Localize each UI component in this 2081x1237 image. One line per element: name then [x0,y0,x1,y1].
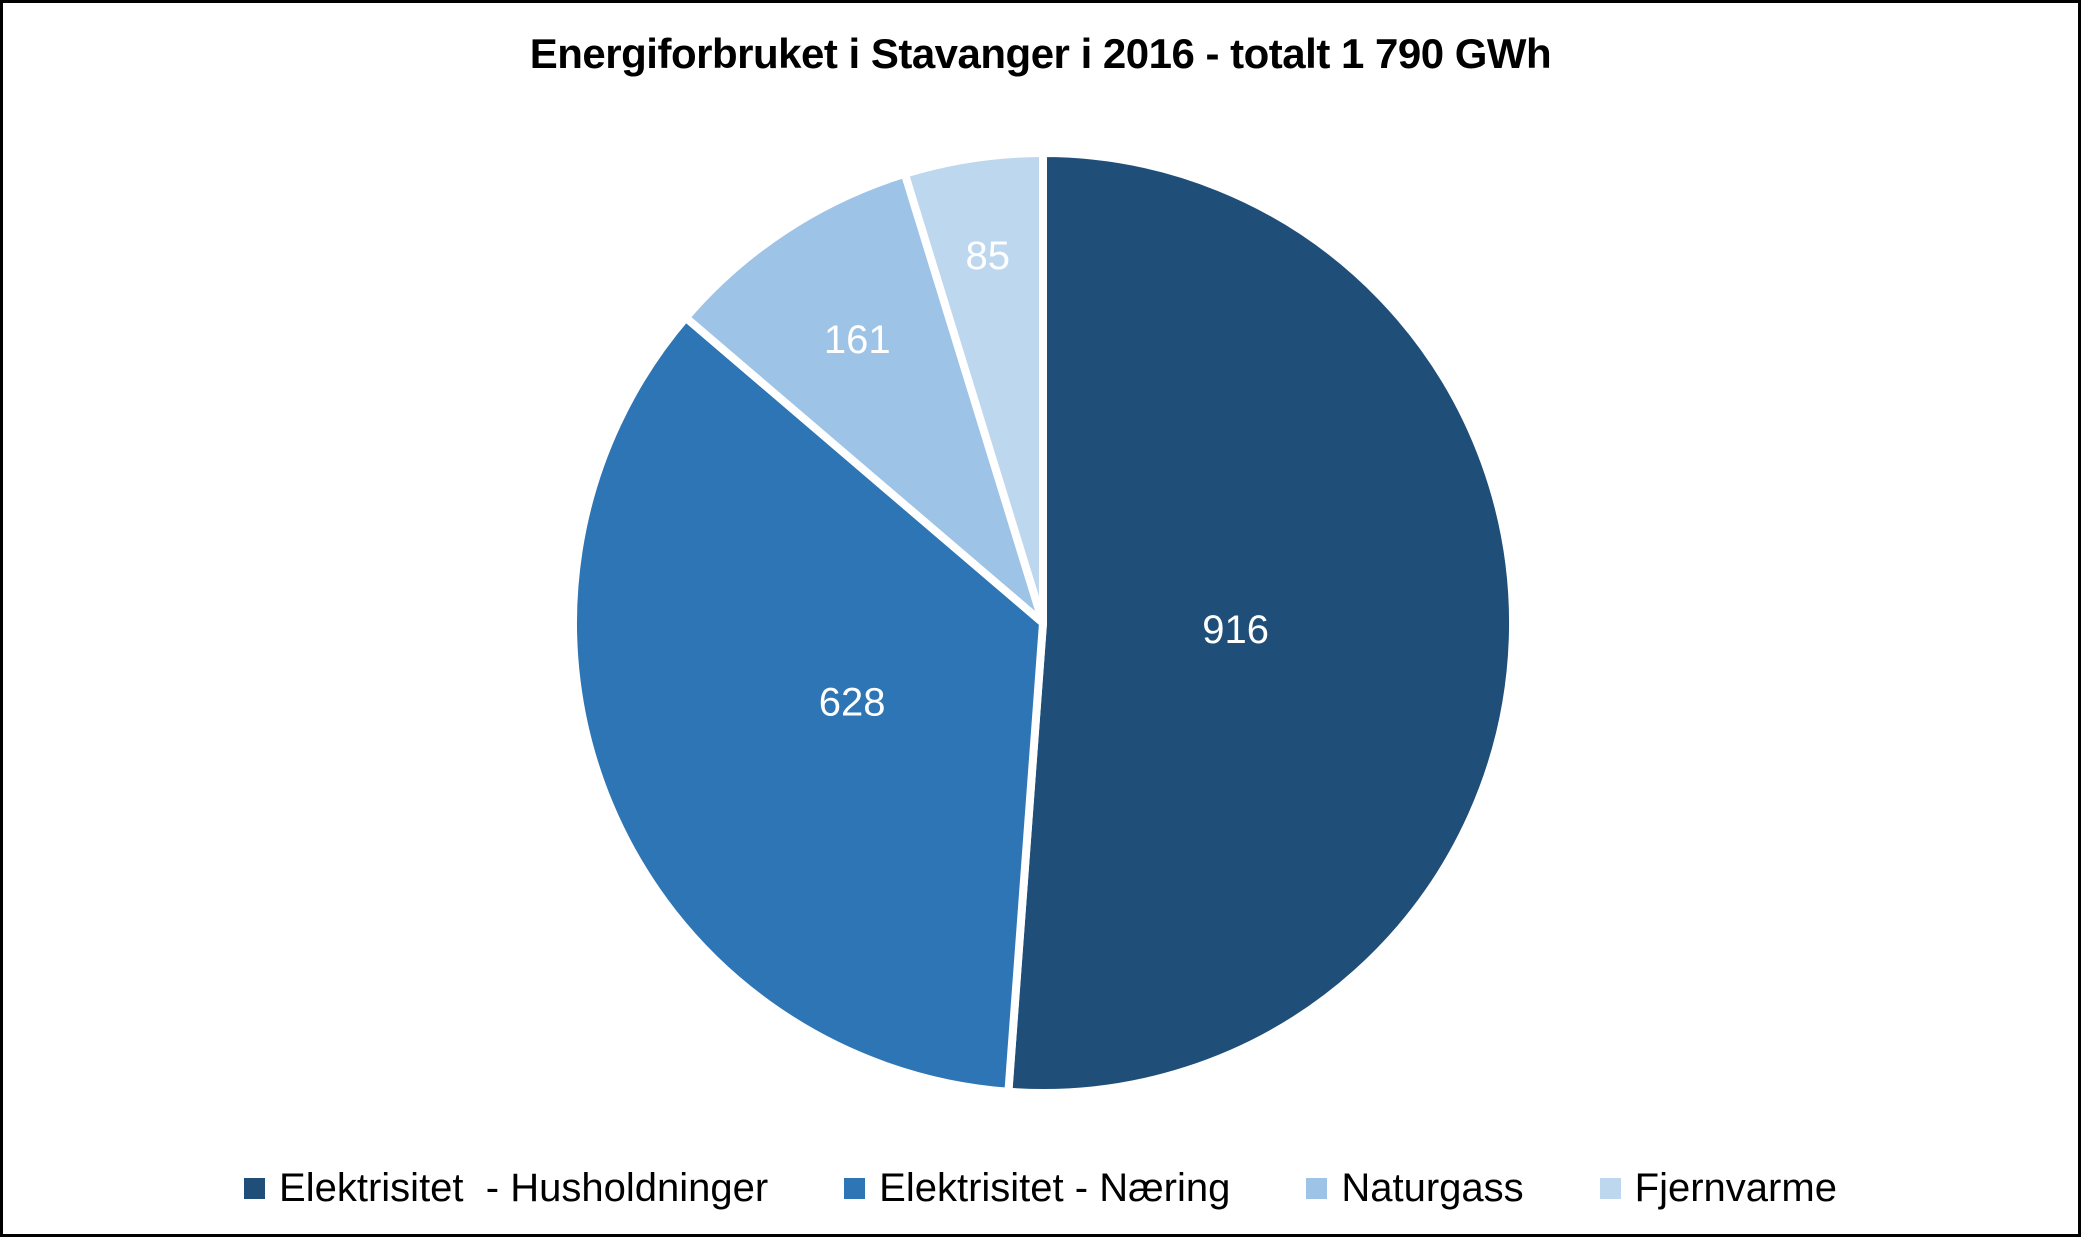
pie-slice-3 [900,149,1047,627]
legend-label: Elektrisitet - Husholdninger [279,1166,769,1210]
legend-item-2: Naturgass [1306,1166,1524,1210]
legend: Elektrisitet - Husholdninger Elektrisitet… [3,1166,2078,1210]
pie-chart: 916 628 161 85 [569,149,1518,1097]
legend-label: Naturgass [1341,1166,1524,1210]
legend-marker-icon [244,1177,266,1199]
legend-marker-icon [1599,1177,1621,1199]
slice-value-label-3: 85 [966,234,1011,278]
legend-marker-icon [844,1177,866,1199]
legend-marker-icon [1306,1177,1328,1199]
pie-slice-2 [681,169,1047,627]
slice-value-label-2: 161 [824,318,891,362]
legend-label: Elektrisitet - Næring [879,1166,1231,1210]
pie-slice-1 [569,313,1047,1096]
slice-value-label-0: 916 [1202,608,1269,652]
chart-title: Energiforbruket i Stavanger i 2016 - tot… [529,30,1552,77]
slice-value-label-1: 628 [819,681,886,725]
legend-item-1: Elektrisitet - Næring [844,1166,1230,1210]
legend-label: Fjernvarme [1634,1166,1837,1210]
legend-item-3: Fjernvarme [1599,1166,1837,1210]
legend-item-0: Elektrisitet - Husholdninger [244,1166,768,1210]
pie-slice-0 [1004,149,1518,1097]
